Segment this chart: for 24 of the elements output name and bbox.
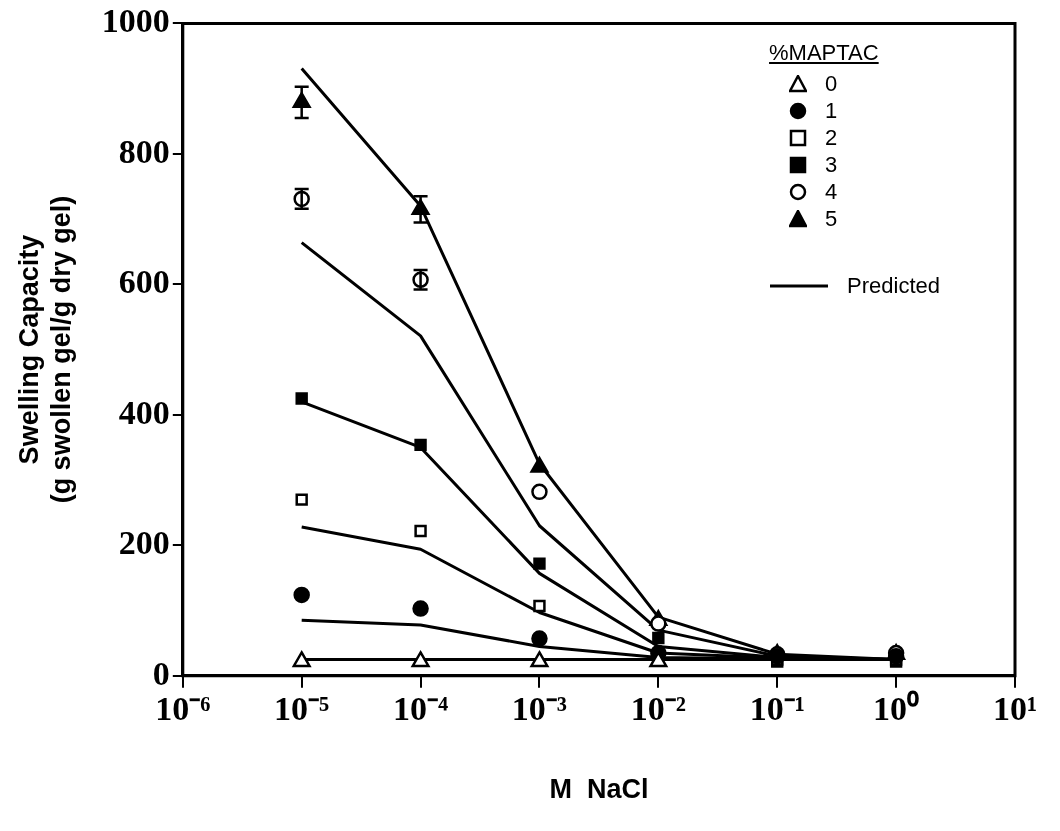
y-tick-label: 0: [152, 654, 170, 692]
y-tick-label: 1000: [101, 2, 170, 40]
x-tick-label: 10⁻⁵: [274, 689, 330, 727]
legend-label: 3: [825, 151, 838, 178]
legend-label: Predicted: [847, 272, 940, 299]
y-tick-label: 400: [118, 393, 170, 431]
legend-label: 2: [825, 124, 838, 151]
legend-label: 1: [825, 97, 838, 124]
y-tick-label: 800: [118, 132, 170, 170]
x-tick-label: 10⁻²: [630, 689, 686, 727]
x-axis-title: M NaCl: [549, 774, 649, 805]
x-tick-label: 10⁻³: [511, 689, 568, 727]
x-tick-label: 10⁰: [873, 689, 920, 727]
legend-label: 5: [825, 205, 838, 232]
y-tick-label: 200: [118, 524, 170, 562]
legend-label: 4: [825, 178, 838, 205]
y-axis-title: Swelling Capacity (g swollen gel/g dry gel): [13, 195, 77, 504]
legend-label: 0: [825, 70, 838, 97]
x-tick-label: 10⁻¹: [749, 689, 805, 727]
y-tick-label: 600: [118, 263, 170, 301]
x-tick-label: 10⁻⁶: [155, 689, 211, 727]
x-tick-label: 10¹: [992, 689, 1038, 727]
x-tick-label: 10⁻⁴: [392, 689, 449, 727]
legend-title: %MAPTAC: [769, 40, 880, 66]
